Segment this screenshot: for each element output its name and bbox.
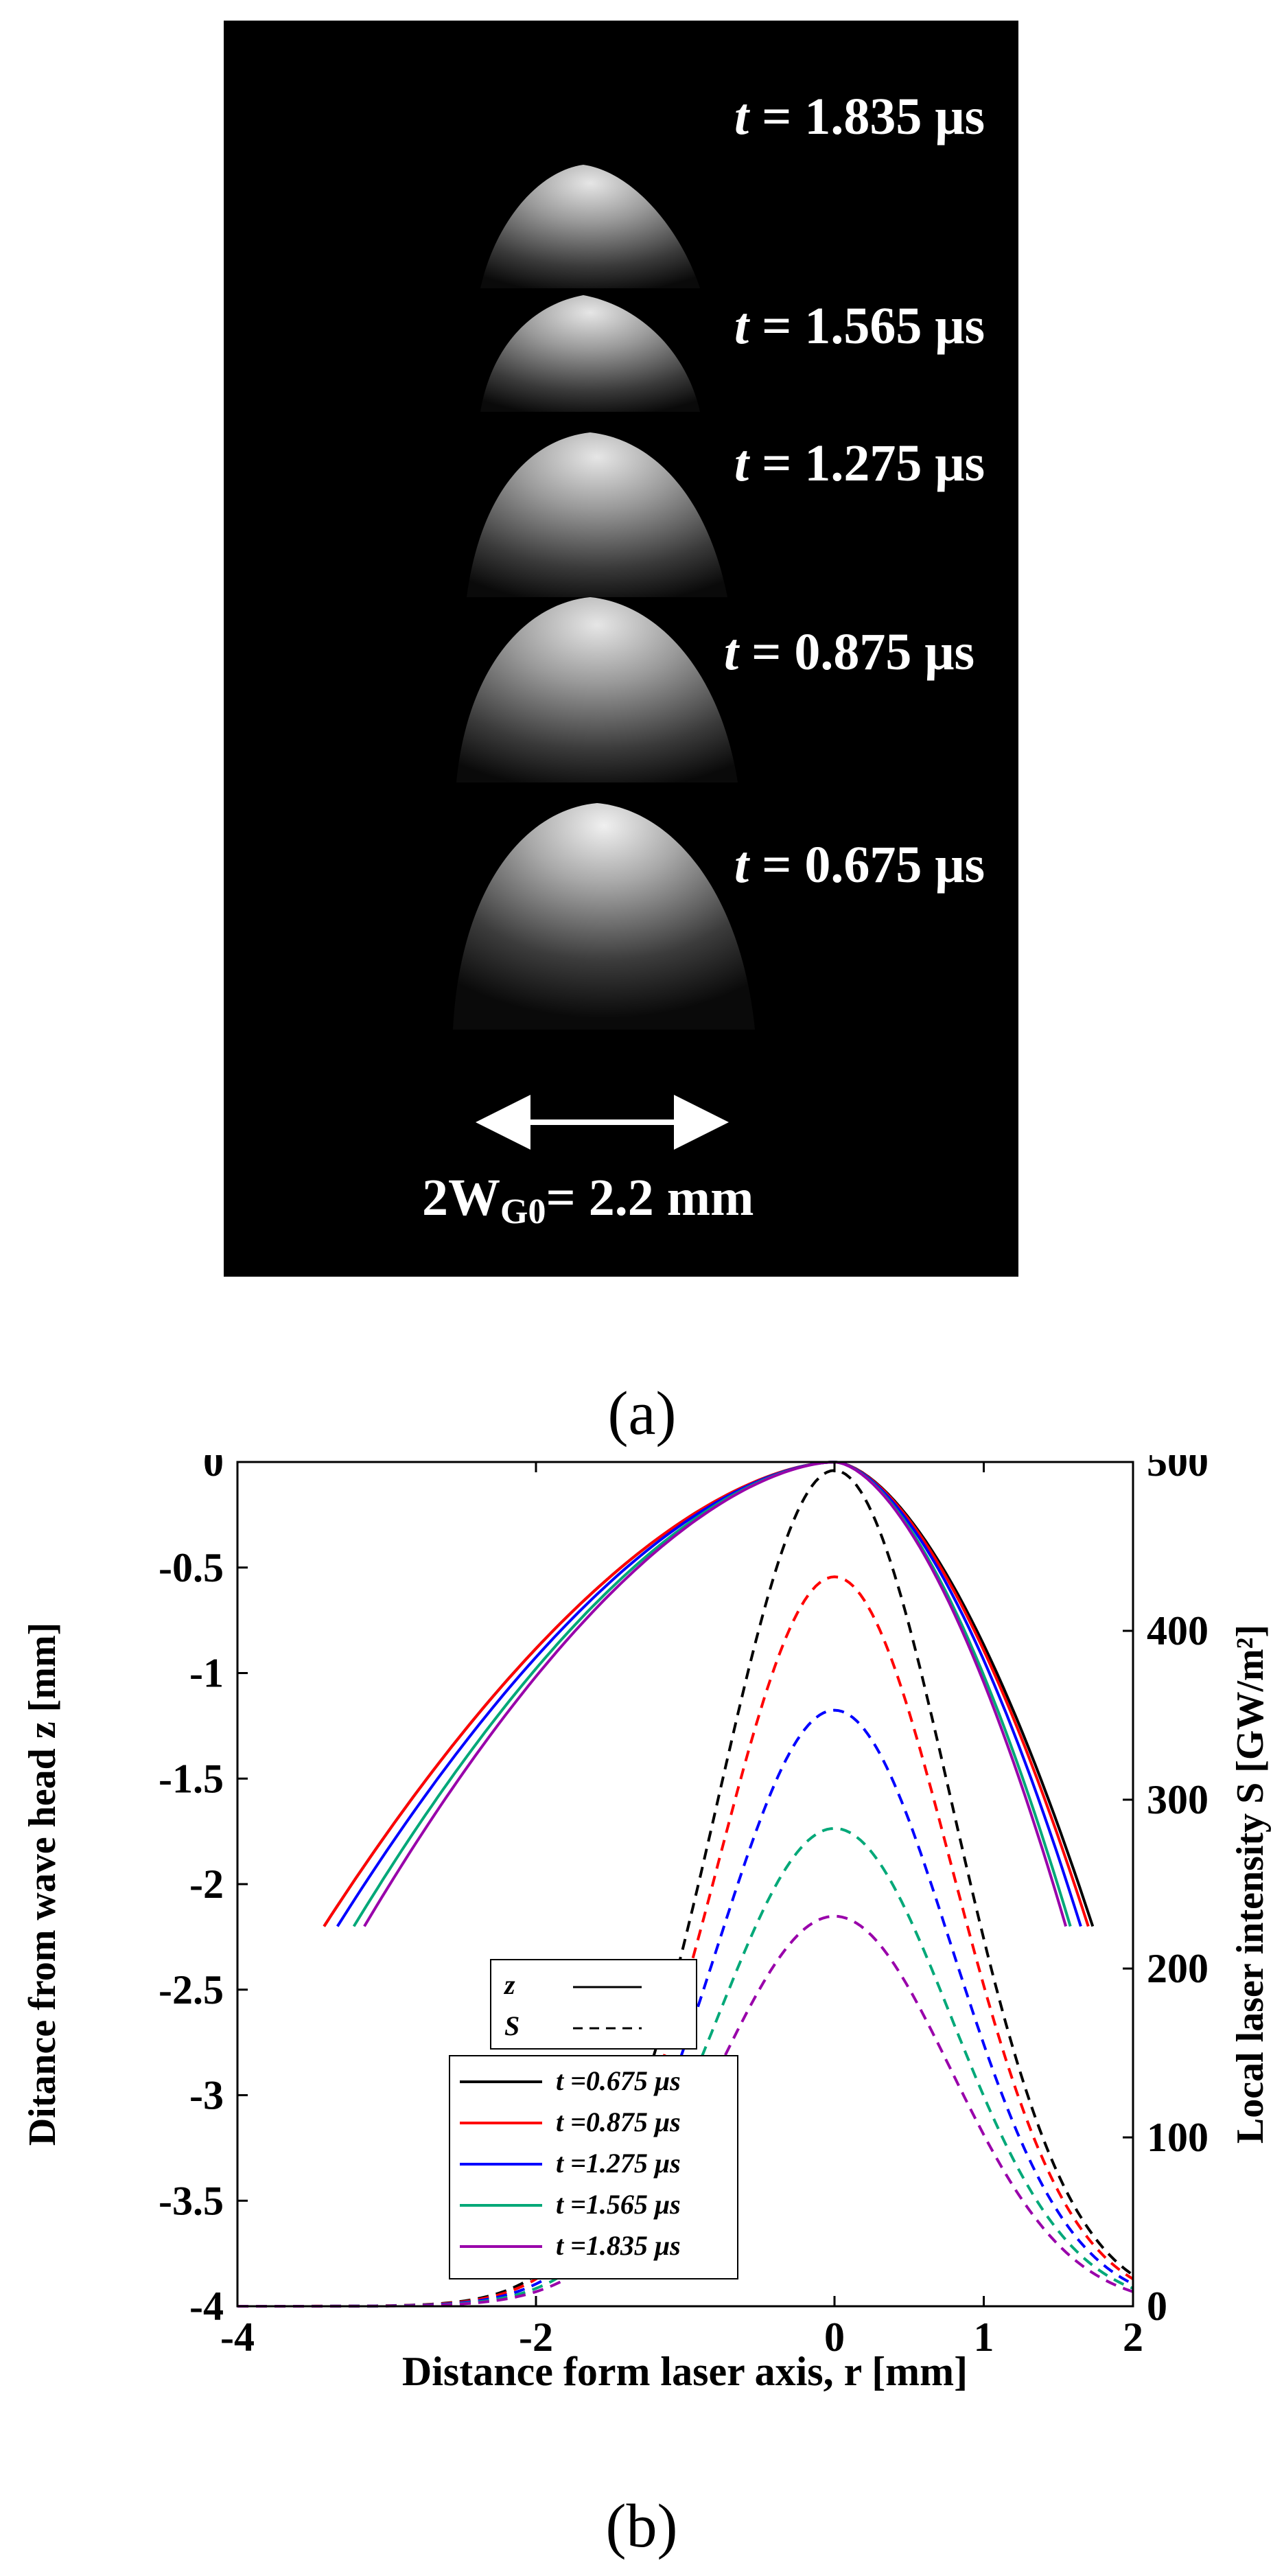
series-z-curve [323,1461,1095,1927]
y-left-tick-label: -2 [189,1861,224,1907]
y-right-tick-label: 300 [1147,1777,1209,1822]
style-legend-box [490,1959,697,2050]
y-right-tick-label: 400 [1147,1608,1209,1653]
series-z-curve [336,1460,1082,1927]
chart-panel: -4 -2 0 1 2 0 -0.5 -1 -1.5 -2 -2.5 -3 -3.5 -4 500 400… [0,1439,1284,2573]
y-right-tick-label: 500 [1147,1455,1209,1485]
plume-frame-2 [480,295,700,412]
plume-frame-3 [467,432,727,597]
frame-3-label: t = 1.275 μs [734,434,985,492]
caption-b: (b) [606,2492,678,2560]
y-left-tick-label: -2.5 [159,1967,224,2012]
style-legend-z-label: z [503,1969,515,2000]
frame-2-label: t = 1.565 μs [734,297,985,355]
y-left-tick-label: -4 [189,2284,224,2329]
x-tick-label: -2 [519,2314,553,2360]
series-legend-box [449,2055,738,2279]
y-left-tick-label: -1.5 [159,1756,224,1801]
frame-4-label: t = 0.875 μs [724,623,974,681]
frame-5-label: t = 0.675 μs [734,836,985,894]
chart-svg: -4 -2 0 1 2 0 -0.5 -1 -1.5 -2 -2.5 -3 -3.5 -4 500 400… [21,1439,1272,2560]
style-legend-s-label: S [504,2010,520,2041]
series-legend-label: t =1.565 μs [556,2189,681,2220]
plume-frame-5 [453,803,755,1030]
photo-panel: t = 1.835 μs t = 1.565 μs t = 1.275 μs t… [224,21,1018,1277]
x-axis-label: Distance form laser axis, r [mm] [402,2349,968,2394]
caption-a: (a) [607,1380,677,1448]
plume-frame-1 [480,165,700,288]
photo-svg: t = 1.835 μs t = 1.565 μs t = 1.275 μs t… [224,21,1018,1277]
x-tick-label: 1 [974,2314,994,2360]
series-legend-label: t =1.835 μs [556,2230,681,2261]
series-legend-label: t =0.875 μs [556,2107,681,2137]
y-right-tick-label: 0 [1147,2284,1167,2329]
series-legend: t =0.675 μs t =0.875 μs t =1.275 μs t =1.56… [449,2055,738,2279]
series-z-curve [363,1461,1068,1927]
y-right-tick-label: 100 [1147,2115,1209,2160]
y-left-tick-label: -3.5 [159,2178,224,2223]
series-z-curve [352,1461,1072,1927]
y-left-tick-label: 0 [203,1455,224,1485]
frame-1-label: t = 1.835 μs [734,88,985,146]
style-legend: z S [490,1959,697,2050]
series-z-curve [323,1460,1090,1927]
series-legend-label: t =0.675 μs [556,2065,681,2096]
y-axis-right-label: Local laser intensity S [GW/m²] [1229,1625,1272,2144]
plume-frame-4 [456,597,738,782]
y-right-tick-label: 200 [1147,1946,1209,1991]
x-tick-label: -4 [220,2314,255,2360]
series-legend-label: t =1.275 μs [556,2148,681,2179]
y-left-tick-label: -1 [189,1651,224,1696]
x-tick-label: 2 [1123,2314,1143,2360]
scale-label: 2WG0= 2.2 mm [422,1169,754,1231]
y-axis-left-label: Ditance from wave head z [mm] [21,1623,64,2146]
y-left-tick-label: -3 [189,2073,224,2118]
y-axis-right: 500 400 300 200 100 0 [1123,1439,1209,2329]
x-axis: -4 -2 0 1 2 [220,1462,1143,2360]
y-left-tick-label: -0.5 [159,1545,224,1590]
y-axis-left: 0 -0.5 -1 -1.5 -2 -2.5 -3 -3.5 -4 [159,1439,248,2329]
x-tick-label: 0 [824,2314,845,2360]
